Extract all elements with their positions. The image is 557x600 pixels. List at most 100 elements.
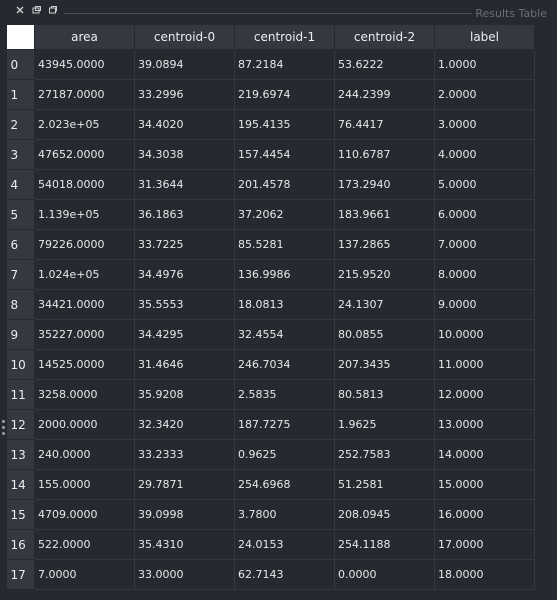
- row-header[interactable]: 0: [6, 49, 35, 80]
- cell-centroid-0[interactable]: 35.9208: [134, 379, 235, 410]
- cell-label[interactable]: 4.0000: [434, 139, 535, 170]
- cell-label[interactable]: 8.0000: [434, 259, 535, 290]
- row-header[interactable]: 14: [6, 469, 35, 500]
- cell-centroid-0[interactable]: 34.4976: [134, 259, 235, 290]
- column-header-label[interactable]: label: [434, 24, 535, 50]
- cell-centroid-2[interactable]: 254.1188: [334, 529, 435, 560]
- column-header-area[interactable]: area: [34, 24, 135, 50]
- row-header[interactable]: 13: [6, 439, 35, 470]
- cell-centroid-1[interactable]: 3.7800: [234, 499, 335, 530]
- cell-centroid-1[interactable]: 24.0153: [234, 529, 335, 560]
- cell-centroid-1[interactable]: 32.4554: [234, 319, 335, 350]
- cell-centroid-2[interactable]: 244.2399: [334, 79, 435, 110]
- cell-centroid-2[interactable]: 80.5813: [334, 379, 435, 410]
- table-row[interactable]: 11 3258.0000 35.9208 2.5835 80.5813 12.0000: [6, 379, 535, 410]
- cell-centroid-0[interactable]: 32.3420: [134, 409, 235, 440]
- cell-area[interactable]: 35227.0000: [34, 319, 135, 350]
- cell-centroid-0[interactable]: 34.4295: [134, 319, 235, 350]
- row-header[interactable]: 2: [6, 109, 35, 140]
- cell-centroid-1[interactable]: 254.6968: [234, 469, 335, 500]
- cell-label[interactable]: 17.0000: [434, 529, 535, 560]
- cell-centroid-2[interactable]: 208.0945: [334, 499, 435, 530]
- cell-area[interactable]: 27187.0000: [34, 79, 135, 110]
- row-header[interactable]: 9: [6, 319, 35, 350]
- cell-area[interactable]: 14525.0000: [34, 349, 135, 380]
- cell-area[interactable]: 4709.0000: [34, 499, 135, 530]
- cell-centroid-1[interactable]: 201.4578: [234, 169, 335, 200]
- cell-centroid-2[interactable]: 80.0855: [334, 319, 435, 350]
- table-row[interactable]: 0 43945.0000 39.0894 87.2184 53.6222 1.0000: [6, 49, 535, 80]
- column-header-centroid-1[interactable]: centroid-1: [234, 24, 335, 50]
- cell-centroid-1[interactable]: 246.7034: [234, 349, 335, 380]
- cell-label[interactable]: 7.0000: [434, 229, 535, 260]
- cell-area[interactable]: 34421.0000: [34, 289, 135, 320]
- cell-centroid-2[interactable]: 53.6222: [334, 49, 435, 80]
- cell-area[interactable]: 240.0000: [34, 439, 135, 470]
- cell-label[interactable]: 6.0000: [434, 199, 535, 230]
- cell-area[interactable]: 2000.0000: [34, 409, 135, 440]
- cell-label[interactable]: 15.0000: [434, 469, 535, 500]
- cell-centroid-2[interactable]: 51.2581: [334, 469, 435, 500]
- row-header[interactable]: 11: [6, 379, 35, 410]
- cell-centroid-2[interactable]: 1.9625: [334, 409, 435, 440]
- cell-label[interactable]: 1.0000: [434, 49, 535, 80]
- cell-area[interactable]: 54018.0000: [34, 169, 135, 200]
- float-icon[interactable]: [31, 4, 43, 16]
- cell-label[interactable]: 13.0000: [434, 409, 535, 440]
- cell-centroid-1[interactable]: 195.4135: [234, 109, 335, 140]
- row-header[interactable]: 17: [6, 559, 35, 590]
- cell-centroid-0[interactable]: 29.7871: [134, 469, 235, 500]
- table-row[interactable]: 16 522.0000 35.4310 24.0153 254.1188 17.0000: [6, 529, 535, 560]
- cell-area[interactable]: 7.0000: [34, 559, 135, 590]
- cell-centroid-0[interactable]: 34.3038: [134, 139, 235, 170]
- cell-centroid-0[interactable]: 33.0000: [134, 559, 235, 590]
- cell-label[interactable]: 9.0000: [434, 289, 535, 320]
- cell-centroid-1[interactable]: 62.7143: [234, 559, 335, 590]
- cell-area[interactable]: 3258.0000: [34, 379, 135, 410]
- cell-centroid-2[interactable]: 207.3435: [334, 349, 435, 380]
- cell-centroid-2[interactable]: 215.9520: [334, 259, 435, 290]
- cell-label[interactable]: 3.0000: [434, 109, 535, 140]
- table-row[interactable]: 15 4709.0000 39.0998 3.7800 208.0945 16.0000: [6, 499, 535, 530]
- row-header[interactable]: 5: [6, 199, 35, 230]
- cell-label[interactable]: 18.0000: [434, 559, 535, 590]
- table-row[interactable]: 7 1.024e+05 34.4976 136.9986 215.9520 8.0000: [6, 259, 535, 290]
- table-row[interactable]: 6 79226.0000 33.7225 85.5281 137.2865 7.0000: [6, 229, 535, 260]
- cell-centroid-1[interactable]: 2.5835: [234, 379, 335, 410]
- table-row[interactable]: 17 7.0000 33.0000 62.7143 0.0000 18.0000: [6, 559, 535, 590]
- cell-centroid-2[interactable]: 252.7583: [334, 439, 435, 470]
- cell-label[interactable]: 10.0000: [434, 319, 535, 350]
- select-all-corner[interactable]: [6, 24, 35, 50]
- cell-label[interactable]: 5.0000: [434, 169, 535, 200]
- table-row[interactable]: 5 1.139e+05 36.1863 37.2062 183.9661 6.0000: [6, 199, 535, 230]
- table-row[interactable]: 9 35227.0000 34.4295 32.4554 80.0855 10.0000: [6, 319, 535, 350]
- cell-area[interactable]: 155.0000: [34, 469, 135, 500]
- cell-centroid-2[interactable]: 110.6787: [334, 139, 435, 170]
- row-header[interactable]: 6: [6, 229, 35, 260]
- resize-grip-icon[interactable]: [2, 420, 6, 438]
- row-header[interactable]: 10: [6, 349, 35, 380]
- cell-label[interactable]: 16.0000: [434, 499, 535, 530]
- cell-area[interactable]: 2.023e+05: [34, 109, 135, 140]
- cell-centroid-0[interactable]: 33.2333: [134, 439, 235, 470]
- table-row[interactable]: 14 155.0000 29.7871 254.6968 51.2581 15.0000: [6, 469, 535, 500]
- cell-centroid-0[interactable]: 39.0998: [134, 499, 235, 530]
- cell-centroid-0[interactable]: 39.0894: [134, 49, 235, 80]
- cell-area[interactable]: 47652.0000: [34, 139, 135, 170]
- cell-centroid-0[interactable]: 34.4020: [134, 109, 235, 140]
- table-row[interactable]: 8 34421.0000 35.5553 18.0813 24.1307 9.0000: [6, 289, 535, 320]
- close-icon[interactable]: [14, 4, 26, 16]
- cell-label[interactable]: 12.0000: [434, 379, 535, 410]
- table-row[interactable]: 12 2000.0000 32.3420 187.7275 1.9625 13.0000: [6, 409, 535, 440]
- cell-area[interactable]: 1.024e+05: [34, 259, 135, 290]
- table-row[interactable]: 3 47652.0000 34.3038 157.4454 110.6787 4.0000: [6, 139, 535, 170]
- row-header[interactable]: 8: [6, 289, 35, 320]
- cell-centroid-1[interactable]: 37.2062: [234, 199, 335, 230]
- cell-centroid-1[interactable]: 136.9986: [234, 259, 335, 290]
- cell-centroid-0[interactable]: 31.3644: [134, 169, 235, 200]
- cell-area[interactable]: 1.139e+05: [34, 199, 135, 230]
- table-row[interactable]: 13 240.0000 33.2333 0.9625 252.7583 14.0000: [6, 439, 535, 470]
- cell-centroid-2[interactable]: 76.4417: [334, 109, 435, 140]
- cell-centroid-1[interactable]: 85.5281: [234, 229, 335, 260]
- cell-centroid-0[interactable]: 36.1863: [134, 199, 235, 230]
